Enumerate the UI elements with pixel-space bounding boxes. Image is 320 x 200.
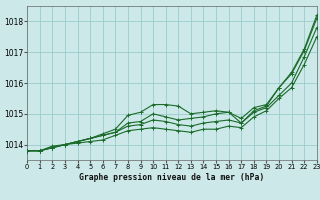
X-axis label: Graphe pression niveau de la mer (hPa): Graphe pression niveau de la mer (hPa) — [79, 173, 265, 182]
